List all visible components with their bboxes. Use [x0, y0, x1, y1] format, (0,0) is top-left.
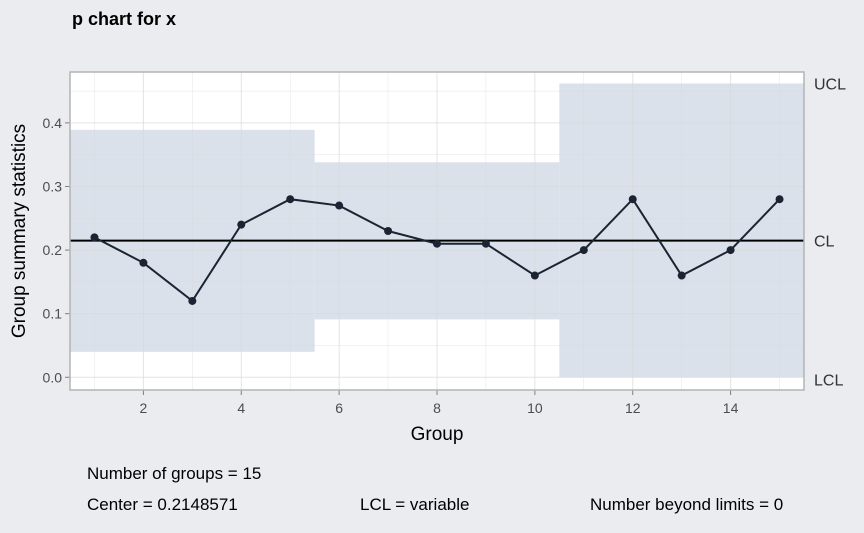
y-tick-label: 0.3 [43, 178, 63, 194]
data-point [335, 201, 344, 210]
x-tick-label: 12 [625, 400, 641, 416]
data-point [726, 246, 735, 255]
data-point [384, 227, 393, 235]
y-tick-label: 0.2 [43, 242, 63, 258]
x-tick-label: 6 [335, 400, 343, 416]
stats-center: Center = 0.2148571 [87, 495, 238, 514]
x-tick-label: 14 [723, 400, 739, 416]
x-axis-title: Group [411, 424, 464, 445]
ucl-label: UCL [814, 76, 846, 93]
x-tick-label: 2 [140, 400, 148, 416]
data-point [530, 271, 539, 280]
chart-title: p chart for x [72, 9, 176, 29]
data-point [481, 239, 490, 248]
y-tick-label: 0.1 [43, 306, 63, 322]
data-point [579, 246, 588, 255]
data-point [775, 195, 784, 204]
data-point [286, 195, 295, 204]
y-tick-label: 0.4 [43, 115, 63, 131]
x-tick-label: 8 [433, 400, 441, 416]
x-tick-label: 4 [237, 400, 245, 416]
y-axis-title: Group summary statistics [9, 124, 30, 338]
cl-label: CL [814, 234, 835, 251]
y-tick-label: 0.0 [43, 369, 63, 385]
data-point [90, 233, 99, 242]
stats-lcl: LCL = variable [360, 495, 470, 514]
data-point [188, 296, 197, 305]
x-tick-label: 10 [527, 400, 543, 416]
stats-beyond-limits: Number beyond limits = 0 [590, 495, 784, 514]
data-point [628, 195, 637, 204]
data-point [677, 271, 686, 280]
data-point [139, 258, 148, 267]
plot-border [69, 71, 805, 391]
lcl-label: LCL [814, 372, 843, 389]
data-point [237, 220, 246, 229]
stats-number-of-groups: Number of groups = 15 [87, 464, 262, 483]
data-point [433, 239, 441, 248]
